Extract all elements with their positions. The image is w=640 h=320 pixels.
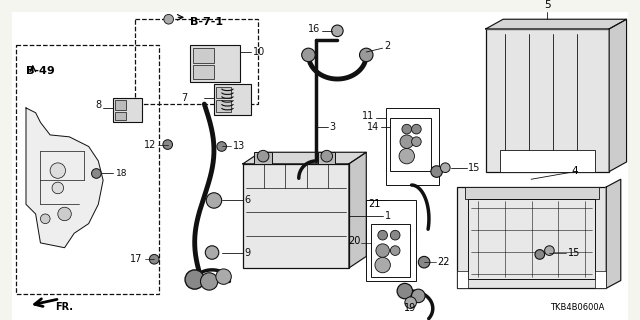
Circle shape	[149, 254, 159, 264]
Bar	[318, 152, 335, 164]
Circle shape	[440, 163, 450, 172]
Bar	[457, 187, 606, 288]
Bar	[385, 108, 438, 185]
Bar	[468, 198, 595, 278]
Bar	[113, 98, 141, 122]
Circle shape	[321, 150, 333, 162]
Bar	[193, 48, 214, 63]
Text: 14: 14	[367, 122, 379, 132]
Text: 9: 9	[245, 248, 251, 258]
Text: 15: 15	[568, 248, 580, 258]
Text: 10: 10	[253, 47, 265, 57]
Text: 7: 7	[180, 93, 187, 103]
Polygon shape	[26, 108, 103, 248]
Text: TKB4B0600A: TKB4B0600A	[550, 303, 604, 312]
Text: 16: 16	[308, 24, 320, 34]
Circle shape	[257, 150, 269, 162]
Circle shape	[419, 256, 430, 268]
Bar	[193, 65, 214, 79]
Bar	[115, 100, 126, 110]
Text: 13: 13	[233, 141, 246, 151]
Circle shape	[360, 48, 373, 62]
Text: 6: 6	[245, 196, 251, 205]
Circle shape	[397, 284, 413, 299]
Polygon shape	[486, 19, 627, 29]
Circle shape	[405, 297, 417, 308]
Bar	[135, 19, 259, 104]
Text: 2: 2	[385, 41, 391, 51]
Circle shape	[402, 124, 412, 134]
Circle shape	[206, 193, 221, 208]
Bar	[500, 150, 595, 172]
Polygon shape	[243, 152, 366, 164]
Circle shape	[390, 246, 400, 255]
Bar	[243, 164, 349, 268]
Text: 15: 15	[468, 163, 481, 173]
Circle shape	[535, 250, 545, 259]
Circle shape	[40, 214, 50, 224]
Circle shape	[92, 169, 101, 178]
Text: B-7-1: B-7-1	[190, 17, 223, 27]
Circle shape	[52, 182, 63, 194]
Text: FR.: FR.	[55, 302, 73, 312]
Text: 11: 11	[362, 111, 374, 121]
Bar	[486, 29, 609, 172]
Bar	[255, 152, 272, 164]
Circle shape	[50, 163, 65, 178]
Polygon shape	[606, 179, 621, 288]
Text: 17: 17	[131, 254, 143, 264]
Circle shape	[200, 273, 218, 290]
Circle shape	[376, 244, 389, 257]
Text: 3: 3	[330, 122, 336, 132]
Bar	[465, 187, 598, 198]
Bar	[366, 199, 417, 282]
Text: 5: 5	[544, 0, 551, 10]
Circle shape	[216, 269, 231, 284]
Text: 21: 21	[368, 199, 381, 209]
Text: 12: 12	[144, 140, 156, 149]
Circle shape	[378, 230, 387, 240]
Circle shape	[217, 142, 227, 151]
Bar	[390, 117, 431, 171]
Text: 4: 4	[572, 165, 578, 176]
Circle shape	[412, 137, 421, 147]
Bar	[115, 112, 126, 119]
Circle shape	[375, 257, 390, 273]
Bar	[595, 271, 606, 288]
Polygon shape	[349, 152, 366, 268]
Text: 20: 20	[348, 236, 360, 246]
Text: 1: 1	[385, 211, 390, 221]
Bar	[216, 87, 231, 98]
Circle shape	[400, 135, 413, 148]
Circle shape	[390, 230, 400, 240]
Circle shape	[164, 14, 173, 24]
Circle shape	[163, 140, 173, 149]
Text: B-49: B-49	[26, 66, 55, 76]
Bar	[214, 84, 251, 115]
Circle shape	[301, 48, 315, 62]
Bar	[190, 45, 240, 82]
Circle shape	[205, 246, 219, 259]
Circle shape	[332, 25, 343, 36]
Bar	[457, 271, 468, 288]
Bar	[17, 45, 159, 294]
Bar	[371, 224, 410, 276]
Circle shape	[399, 148, 415, 164]
Text: 18: 18	[116, 169, 127, 178]
Text: 22: 22	[438, 257, 450, 267]
Circle shape	[431, 166, 442, 177]
Polygon shape	[609, 19, 627, 172]
Text: 8: 8	[95, 100, 101, 110]
Circle shape	[185, 270, 204, 289]
Circle shape	[545, 246, 554, 255]
Circle shape	[58, 207, 71, 221]
Bar	[216, 100, 231, 112]
Circle shape	[412, 289, 425, 303]
Text: 19: 19	[404, 303, 416, 313]
Circle shape	[412, 124, 421, 134]
